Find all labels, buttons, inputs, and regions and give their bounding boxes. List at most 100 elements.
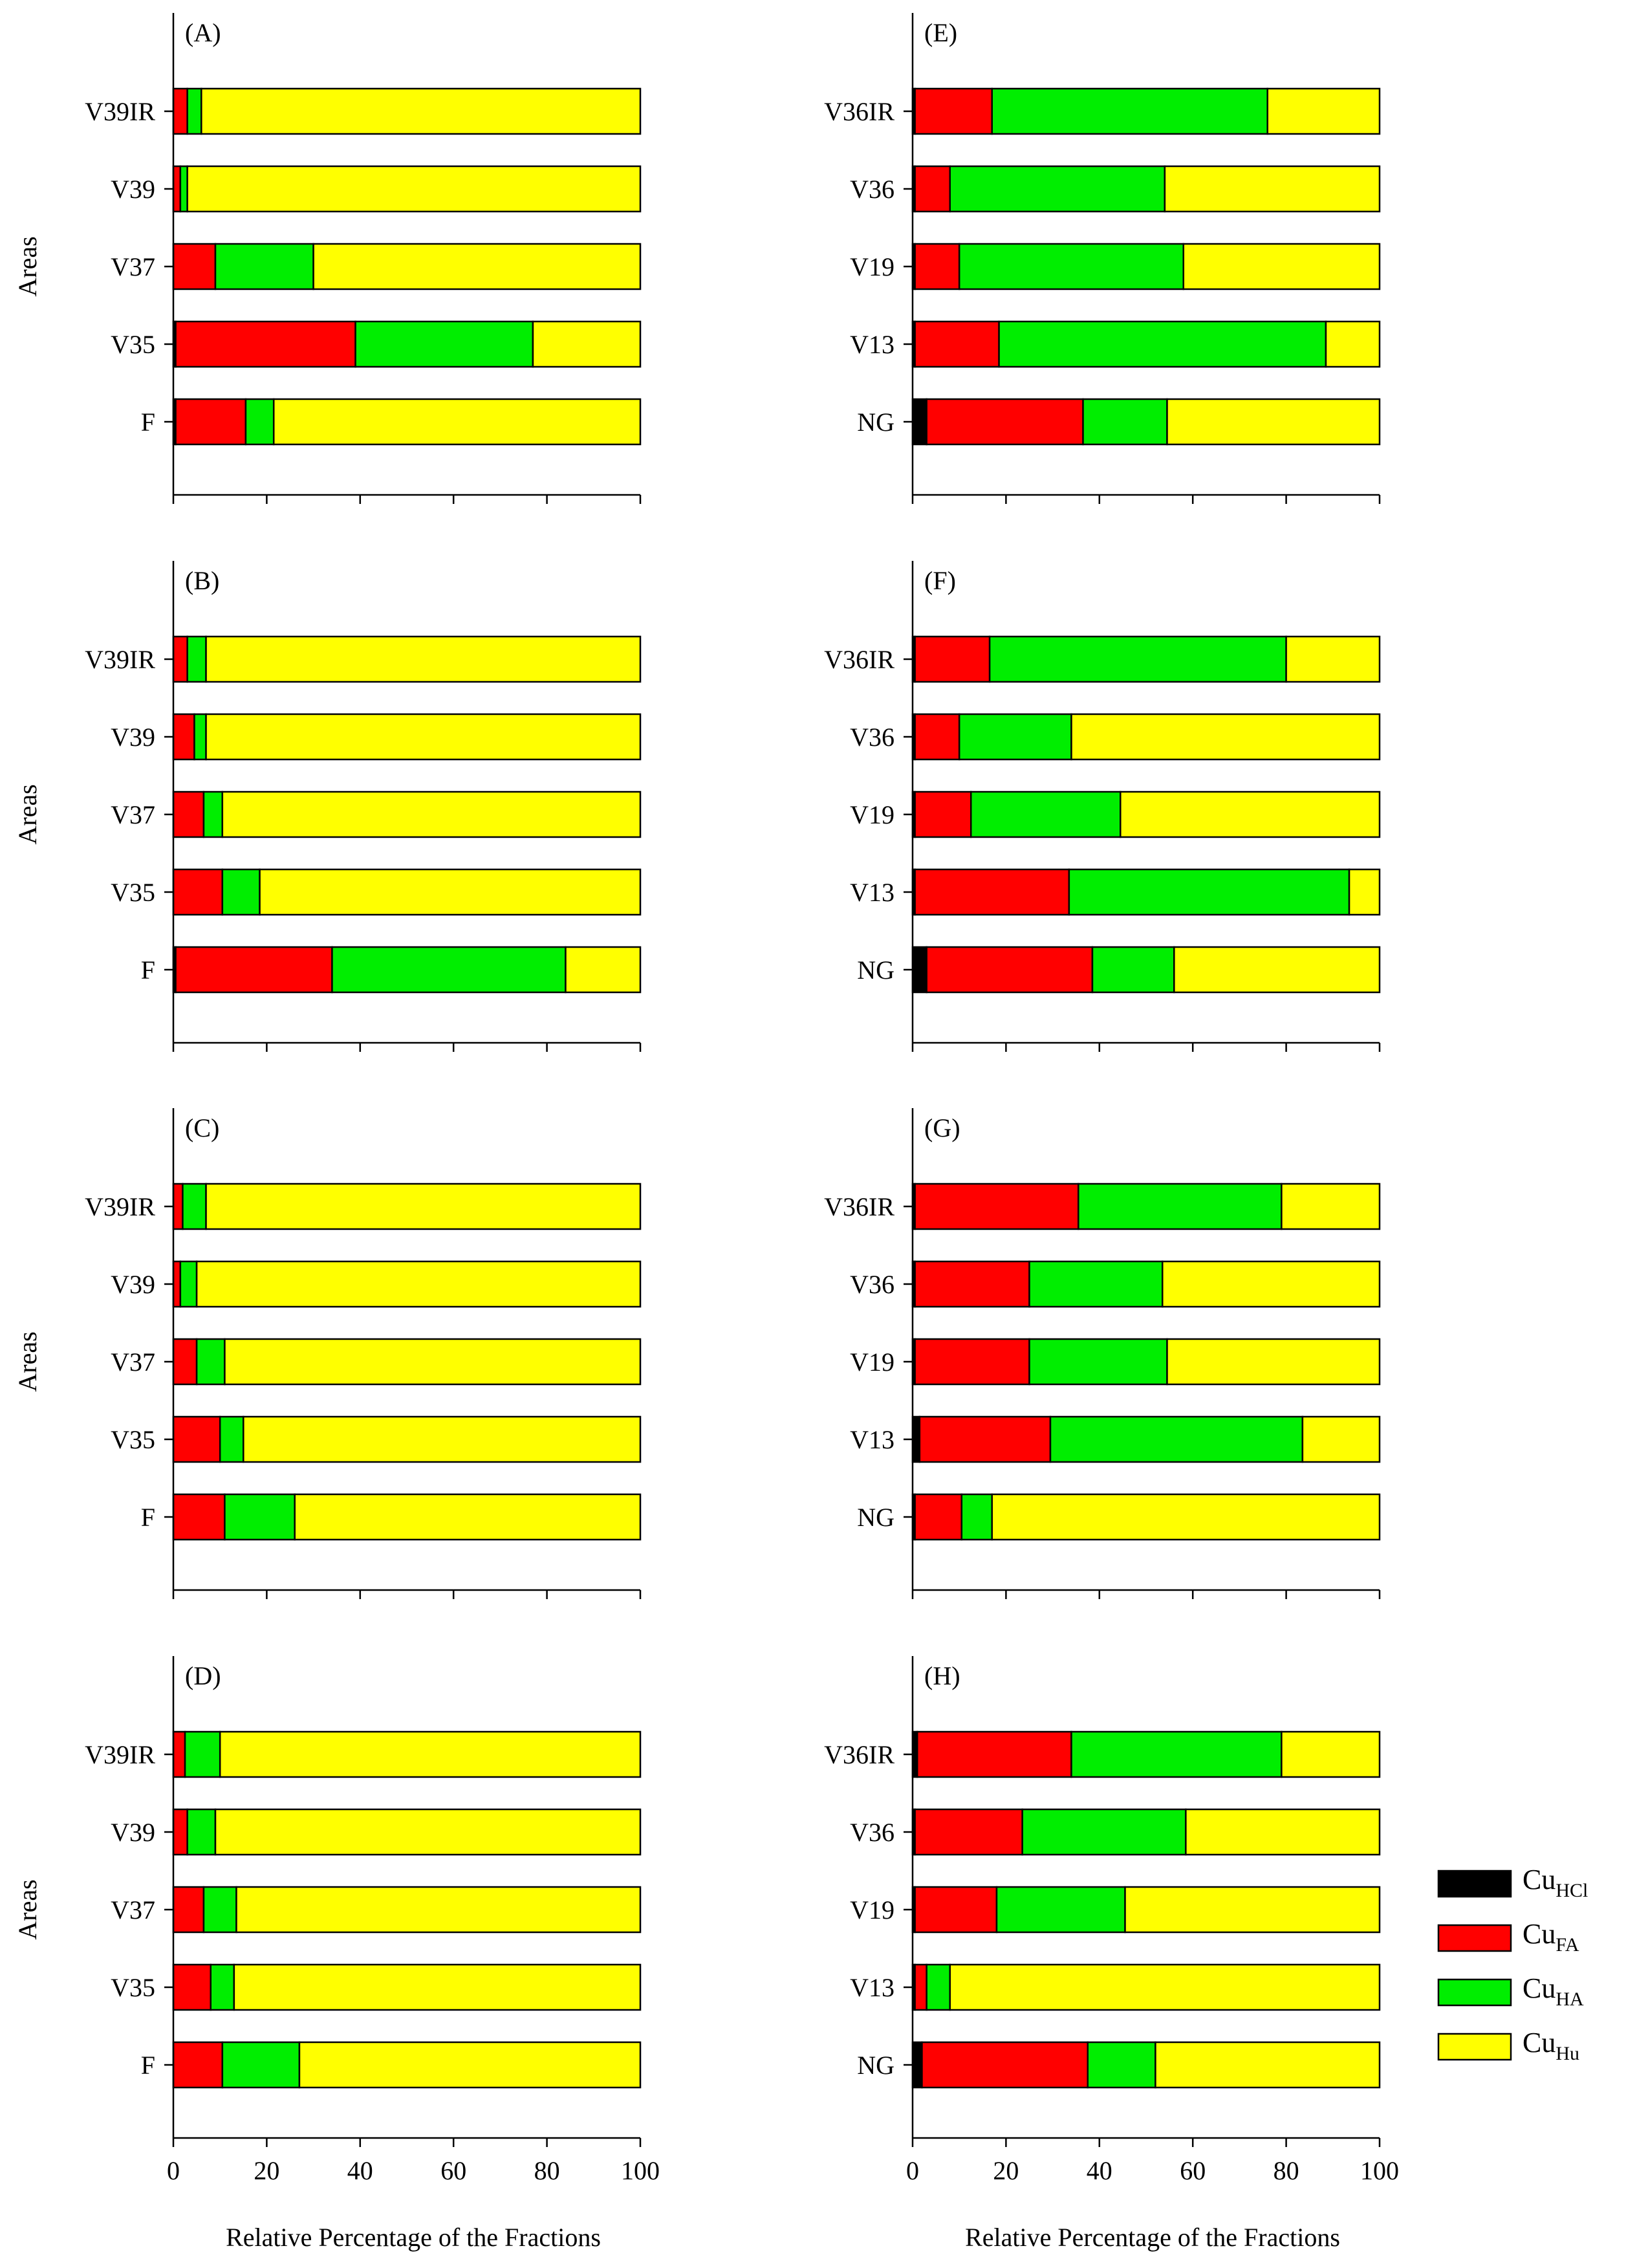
y-axis-title: Areas (13, 236, 42, 296)
legend-swatch (1437, 1924, 1512, 1952)
bar-segment-cuha (970, 791, 1122, 838)
panel-h: (H) V36IR V36 V19 V13 NG 0 20 40 60 80 100 (824, 1656, 1399, 2185)
legend-swatch (1437, 2033, 1512, 2061)
bar-segment-cufa (914, 713, 960, 761)
bar-segment-cufa (175, 946, 333, 994)
category-label: F (141, 1503, 155, 1532)
bar-segment-cuha (926, 1963, 951, 2011)
bar-group (911, 791, 1381, 838)
category-label: V19 (850, 1347, 894, 1377)
bar-segment-cufa (916, 1730, 1072, 1778)
panel-label: (C) (185, 1113, 219, 1142)
bar-segment-cuhu (1166, 398, 1381, 446)
bar-segment-cufa (914, 1338, 1030, 1386)
bar-segment-cufa (914, 868, 1070, 916)
bar-group (172, 165, 642, 213)
bar-group (911, 1260, 1381, 1308)
x-axis-title: Relative Percentage of the Fractions (226, 2223, 601, 2252)
bar-segment-cuhu (1301, 1415, 1381, 1463)
bar-segment-cuha (202, 1886, 237, 1934)
bar-group (172, 1808, 642, 1856)
panel-f: (F) V36IR V36 V19 V13 NG (824, 561, 1381, 1052)
x-tick-label: 40 (1087, 2156, 1112, 2185)
legend-label: CuHu (1523, 2027, 1579, 2064)
category-label: V35 (111, 878, 155, 907)
bar-segment-cuha (1049, 1415, 1304, 1463)
bar-segment-cuha (179, 165, 188, 213)
bar-group (911, 2041, 1381, 2089)
category-label: V36 (850, 1270, 894, 1299)
bar-segment-cuhu (1182, 243, 1381, 290)
legend-label: CuHCl (1523, 1864, 1588, 1901)
x-tick-label: 40 (347, 2156, 373, 2185)
bar-segment-cuha (960, 1493, 993, 1541)
bar-segment-cufa (914, 1493, 963, 1541)
bar-group (172, 1886, 642, 1934)
bar-group (911, 243, 1381, 290)
category-label: NG (857, 1503, 894, 1532)
bar-group (172, 320, 642, 368)
legend-swatch (1437, 1978, 1512, 2007)
category-label: V39 (111, 723, 155, 752)
bar-segment-cufa (914, 791, 972, 838)
panel-label: (B) (185, 566, 219, 595)
category-label: V13 (850, 1973, 894, 2002)
category-label: V39IR (85, 1192, 155, 1221)
bar-segment-cufa (914, 1808, 1023, 1856)
bar-segment-cufa (172, 1730, 186, 1778)
bar-segment-cufa (926, 946, 1094, 994)
bar-segment-cufa (172, 1886, 205, 1934)
bar-segment-cuhu (233, 1963, 642, 2011)
y-axis-title: Areas (13, 1331, 42, 1391)
bar-group (172, 87, 642, 135)
panel-label: (A) (185, 18, 221, 47)
panel-label: (D) (185, 1661, 221, 1690)
bar-segment-cuha (1087, 2041, 1156, 2089)
bar-segment-cuha (186, 635, 207, 683)
bar-segment-cuhu (1070, 713, 1381, 761)
legend-item: CuHA (1437, 1972, 1584, 2010)
category-label: V19 (850, 1895, 894, 1925)
bar-segment-cuhu (205, 635, 642, 683)
bar-segment-cufa (172, 1183, 184, 1230)
bar-group (911, 1183, 1381, 1230)
bar-segment-cuhu (214, 1808, 642, 1856)
bar-segment-cuhu (1154, 2041, 1381, 2089)
panel-label: (F) (924, 566, 956, 595)
bar-segment-cuha (224, 1493, 296, 1541)
panel-e: (E) V36IR V36 V19 V13 NG (824, 13, 1381, 504)
bar-segment-cufa (172, 165, 182, 213)
bar-segment-cuha (184, 1730, 221, 1778)
category-label: V37 (111, 252, 155, 281)
bar-segment-cuhu (312, 243, 642, 290)
category-label: V39IR (85, 1740, 155, 1769)
bar-segment-cuhu (1120, 791, 1381, 838)
category-label: V19 (850, 252, 894, 281)
bar-group (172, 2041, 642, 2089)
bar-segment-cuhu (1185, 1808, 1381, 1856)
bar-segment-cuha (221, 868, 261, 916)
bar-segment-cufa (175, 398, 247, 446)
bar-group (911, 320, 1381, 368)
category-label: V39 (111, 1270, 155, 1299)
bar-group (172, 398, 642, 446)
bar-segment-cufa (172, 868, 224, 916)
bar-segment-cuhu (1166, 1338, 1381, 1386)
bar-segment-cuhu (1266, 87, 1381, 135)
bar-segment-cuhu (1162, 1260, 1381, 1308)
bar-segment-cuhu (195, 1260, 642, 1308)
bar-segment-cuhu (219, 1730, 642, 1778)
bar-segment-cufa (172, 791, 205, 838)
bar-segment-cuha (1070, 1730, 1283, 1778)
bar-segment-cuhu (298, 2041, 642, 2089)
panel-c: (C) V39IR V39 V37 V35 F Areas (13, 1108, 642, 1599)
bar-segment-cuhu (1173, 946, 1381, 994)
bar-group (911, 1338, 1381, 1386)
bar-segment-cufa (175, 320, 356, 368)
bar-segment-cufa (921, 2041, 1089, 2089)
category-label: V35 (111, 1425, 155, 1454)
bar-segment-cuhu (235, 1886, 642, 1934)
category-label: V13 (850, 878, 894, 907)
panel-a: (A) V39IR V39 V37 V35 F Areas (13, 13, 642, 504)
x-tick-label: 0 (906, 2156, 919, 2185)
